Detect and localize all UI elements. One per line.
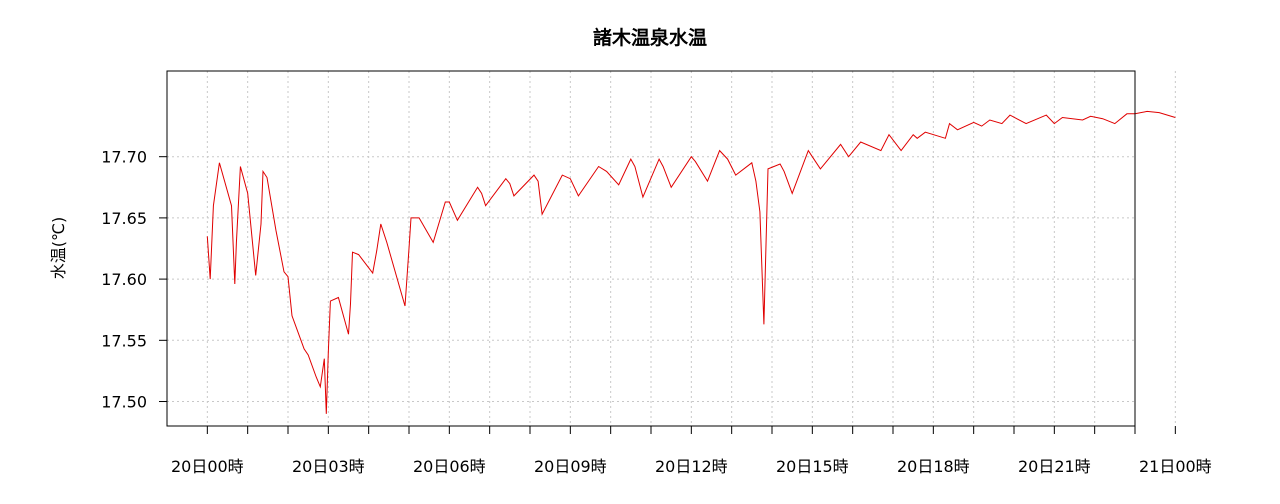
series-line-0: [206, 110, 1176, 414]
chart-title: 諸木温泉水温: [593, 26, 707, 49]
series-layer: [206, 110, 1176, 414]
gridlines: [167, 71, 1176, 426]
x-tick-label: 21日00時: [1139, 457, 1212, 476]
y-tick-label: 17.55: [101, 331, 147, 350]
x-tick-label: 20日03時: [292, 457, 365, 476]
x-tick-label: 20日12時: [655, 457, 728, 476]
x-tick-label: 20日09時: [534, 457, 607, 476]
x-tick-label: 20日21時: [1018, 457, 1091, 476]
x-tick-label: 20日15時: [776, 457, 849, 476]
x-tick-label: 20日00時: [171, 457, 244, 476]
x-axis: 20日00時 20日03時 20日06時 20日09時 20日12時 20日15時 20日1…: [171, 426, 1212, 476]
y-tick-label: 17.65: [101, 209, 147, 228]
y-tick-label: 17.60: [101, 270, 147, 289]
y-tick-label: 17.50: [101, 393, 147, 412]
y-axis: 17.50 17.55 17.60 17.65 17.70: [101, 148, 167, 412]
x-tick-label: 20日18時: [897, 457, 970, 476]
y-axis-label: 水温(℃): [49, 217, 68, 279]
x-tick-label: 20日06時: [413, 457, 486, 476]
y-tick-label: 17.70: [101, 148, 147, 167]
